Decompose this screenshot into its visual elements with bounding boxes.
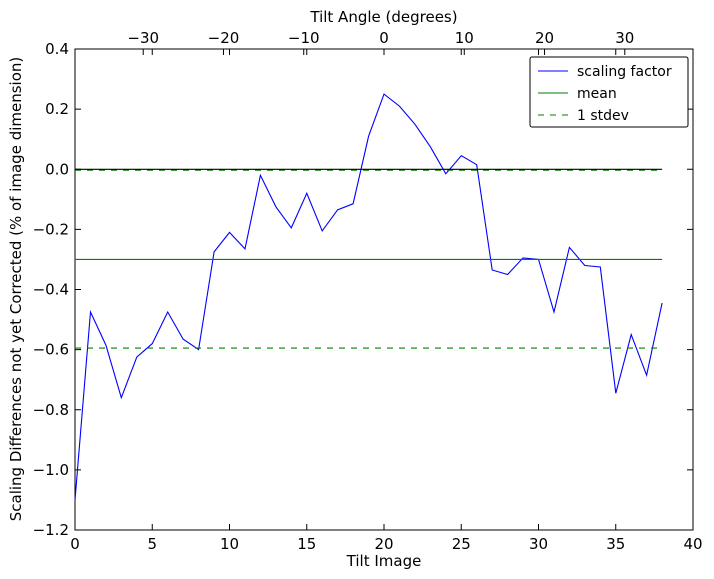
legend-box bbox=[529, 56, 689, 128]
y-tick-label: −0.2 bbox=[33, 220, 69, 238]
y-tick-label: 0.0 bbox=[45, 160, 69, 178]
y-tick-label: −0.6 bbox=[33, 341, 69, 359]
y-tick-label: −1.2 bbox=[33, 521, 69, 539]
x-tick-label: 15 bbox=[297, 535, 316, 553]
x-tick-label: 25 bbox=[452, 535, 471, 553]
y-tick-label: −0.4 bbox=[33, 281, 69, 299]
x-axis-label: Tilt Image bbox=[346, 552, 422, 570]
tick-group: 0 5 10 15 20 25 30 35 40 −1.2 −1.0 −0.8 −0.6 −0.4 −0.2… bbox=[33, 29, 703, 553]
top-tick-label: 10 bbox=[455, 29, 474, 47]
top-tick-label: −10 bbox=[288, 29, 320, 47]
plot-frame bbox=[74, 48, 694, 531]
y-axis-label: Scaling Differences not yet Corrected (%… bbox=[7, 57, 25, 522]
x-tick-label: 40 bbox=[683, 535, 702, 553]
x-tick-label: 30 bbox=[529, 535, 548, 553]
top-tick-label: 0 bbox=[379, 29, 389, 47]
y-tick-label: −1.0 bbox=[33, 461, 69, 479]
legend-label-1: mean bbox=[577, 86, 617, 102]
x-tick-label: 5 bbox=[147, 535, 157, 553]
y-tick-label: 0.4 bbox=[45, 40, 69, 58]
top-tick-label: −20 bbox=[208, 29, 240, 47]
x-tick-label: 35 bbox=[606, 535, 625, 553]
top-tick-label: 30 bbox=[615, 29, 634, 47]
series-group bbox=[74, 93, 663, 500]
top-tick-label: 20 bbox=[535, 29, 554, 47]
top-axis-label: Tilt Angle (degrees) bbox=[309, 8, 457, 26]
y-tick-label: −0.8 bbox=[33, 401, 69, 419]
x-tick-label: 10 bbox=[220, 535, 239, 553]
legend-label-2: 1 stdev bbox=[577, 108, 629, 124]
legend-label-0: scaling factor bbox=[577, 64, 672, 80]
series-line-0 bbox=[74, 93, 663, 500]
top-tick-label: −30 bbox=[127, 29, 159, 47]
y-tick-label: 0.2 bbox=[45, 100, 69, 118]
x-tick-label: 0 bbox=[70, 535, 80, 553]
x-tick-label: 20 bbox=[374, 535, 393, 553]
legend: scaling factor mean 1 stdev bbox=[529, 56, 689, 128]
